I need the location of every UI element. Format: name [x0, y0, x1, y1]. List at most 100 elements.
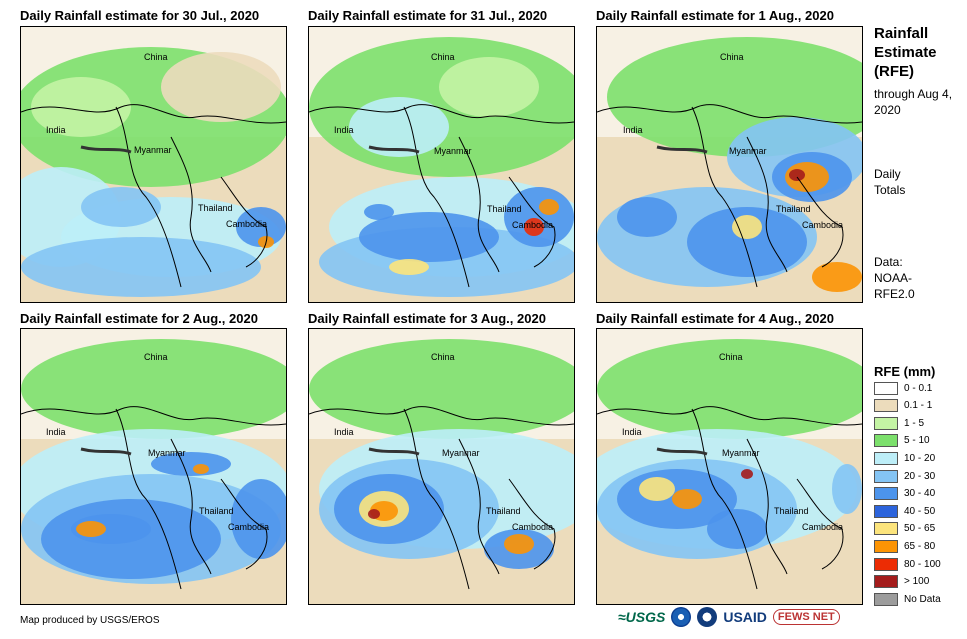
legend-label: 30 - 40 [904, 488, 936, 500]
country-label-myanmar: Myanmar [434, 146, 472, 156]
panel-title-6: Daily Rainfall estimate for 4 Aug., 2020 [596, 311, 834, 326]
country-label-cambodia: Cambodia [512, 522, 553, 532]
rainfall-zone [21, 339, 286, 439]
border-line [458, 438, 500, 575]
noaa-logo-icon [671, 607, 692, 627]
coastline [656, 447, 708, 456]
country-label-india: India [623, 125, 643, 135]
border-line [508, 478, 556, 570]
country-label-china: China [720, 52, 744, 62]
border-line [597, 406, 862, 426]
border-line [403, 408, 470, 590]
legend-swatch [874, 469, 898, 483]
daily-totals-label: Daily Totals [874, 167, 906, 197]
border-line [746, 136, 788, 273]
legend-item: 10 - 20 [874, 451, 935, 465]
rainfall-zone [368, 509, 380, 519]
rainfall-zone [31, 77, 131, 137]
coastline [80, 447, 132, 456]
legend-item: 0 - 0.1 [874, 381, 932, 395]
country-label-thailand: Thailand [487, 204, 522, 214]
legend-label: No Data [904, 593, 941, 605]
rainfall-zone [349, 97, 449, 157]
border-line [309, 104, 574, 124]
legend-label: 10 - 20 [904, 452, 936, 464]
country-label-china: China [144, 352, 168, 362]
country-label-india: India [46, 427, 66, 437]
rainfall-zone [504, 187, 574, 247]
legend-swatch [874, 381, 898, 395]
rainfall-zone [231, 479, 286, 559]
rainfall-zone [639, 477, 675, 501]
country-label-myanmar: Myanmar [729, 146, 767, 156]
legend-label: 65 - 80 [904, 540, 936, 552]
legend-swatch [874, 416, 898, 430]
country-label-thailand: Thailand [198, 203, 233, 213]
usaid-seal-icon [697, 607, 718, 627]
rainfall-zone [364, 204, 394, 220]
border-line [170, 136, 212, 273]
legend-swatch [874, 539, 898, 553]
panel-title-4: Daily Rainfall estimate for 2 Aug., 2020 [20, 311, 258, 326]
rainfall-map-4: China India Myanmar Thailand Cambodia [20, 328, 287, 605]
legend-label: 0.1 - 1 [904, 400, 933, 412]
coastline [368, 145, 420, 154]
border-line [170, 438, 212, 575]
country-label-india: India [334, 125, 354, 135]
country-label-cambodia: Cambodia [512, 220, 553, 230]
legend-heading: Rainfall Estimate (RFE) [874, 25, 937, 80]
rainfall-zone [597, 339, 862, 439]
data-source: Data: NOAA-RFE2.0 [874, 255, 915, 301]
country-label-thailand: Thailand [486, 506, 521, 516]
legend-swatch [874, 592, 898, 606]
country-label-cambodia: Cambodia [802, 220, 843, 230]
country-label-myanmar: Myanmar [442, 448, 480, 458]
country-label-china: China [719, 352, 743, 362]
rainfall-zone [389, 259, 429, 275]
country-label-china: China [431, 352, 455, 362]
country-label-myanmar: Myanmar [148, 448, 186, 458]
legend-item: 65 - 80 [874, 539, 935, 553]
legend-label: > 100 [904, 576, 930, 588]
legend-item: 40 - 50 [874, 504, 935, 518]
border-line [21, 104, 286, 124]
legend-label: 0 - 0.1 [904, 382, 933, 394]
panel-title-3: Daily Rainfall estimate for 1 Aug., 2020 [596, 8, 834, 23]
rainfall-zone [732, 215, 762, 239]
border-line [691, 408, 758, 590]
legend-item: 1 - 5 [874, 416, 924, 430]
border-line [597, 104, 862, 124]
legend-item: > 100 [874, 575, 929, 589]
country-label-thailand: Thailand [199, 506, 234, 516]
legend-item: 80 - 100 [874, 557, 941, 571]
border-line [115, 106, 182, 288]
country-label-thailand: Thailand [774, 506, 809, 516]
legend-item: No Data [874, 592, 941, 606]
panel-title-5: Daily Rainfall estimate for 3 Aug., 2020 [308, 311, 546, 326]
rainfall-zone [687, 207, 807, 277]
country-label-thailand: Thailand [776, 204, 811, 214]
legend-label: 50 - 65 [904, 523, 936, 535]
through-date: through Aug 4, 2020 [874, 87, 953, 117]
country-label-cambodia: Cambodia [228, 522, 269, 532]
legend-swatch [874, 487, 898, 501]
coastline [80, 145, 132, 154]
border-line [691, 106, 758, 288]
rainfall-zone [504, 534, 534, 554]
border-line [115, 408, 182, 590]
country-label-china: China [144, 52, 168, 62]
rainfall-zone [193, 464, 209, 474]
legend-item: 20 - 30 [874, 469, 935, 483]
rainfall-zone [524, 218, 544, 236]
rainfall-map-5: China India Myanmar Thailand Cambodia [308, 328, 575, 605]
country-label-myanmar: Myanmar [722, 448, 760, 458]
usgs-logo: ≈USGS [618, 609, 666, 625]
rainfall-zone [789, 169, 805, 181]
rainfall-zone [309, 339, 574, 439]
legend-label: 5 - 10 [904, 435, 930, 447]
legend-swatch [874, 575, 898, 589]
legend-item: 50 - 65 [874, 522, 935, 536]
map-credit: Map produced by USGS/EROS [20, 615, 160, 626]
rainfall-zone [81, 187, 161, 227]
border-line [220, 176, 268, 268]
